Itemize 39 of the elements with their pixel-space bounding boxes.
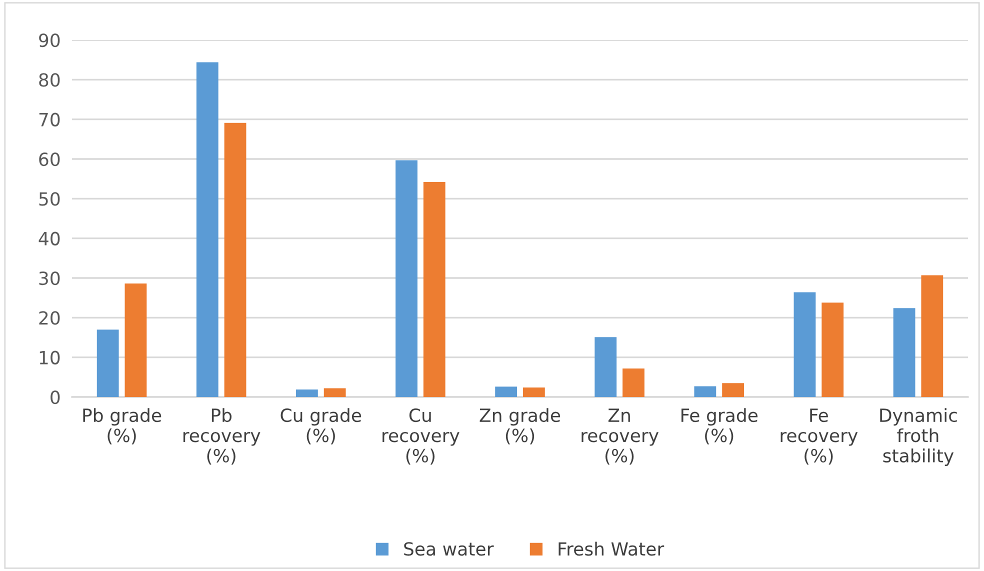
bar: [423, 182, 446, 397]
x-tick-label: Pb grade (%): [83, 408, 162, 444]
legend-label: Fresh Water: [558, 542, 664, 556]
x-tick-label: Dynamic froth stability: [880, 408, 957, 466]
y-tick-label: 30: [39, 271, 60, 286]
bar: [694, 386, 716, 397]
bar: [921, 275, 944, 397]
x-tick-label: Cu grade (%): [280, 408, 362, 444]
bar: [495, 386, 518, 397]
bar: [794, 292, 816, 397]
x-tick-label: Fe grade (%): [682, 408, 758, 444]
bar: [196, 62, 218, 397]
y-tick-label: 50: [39, 192, 60, 206]
y-tick-label: 60: [39, 152, 60, 166]
bar: [396, 160, 418, 397]
y-tick-label: 90: [39, 33, 60, 48]
bar: [722, 383, 744, 397]
bar: [324, 388, 346, 397]
bar: [522, 387, 545, 397]
bar: [96, 330, 119, 397]
y-tick-label: 0: [50, 390, 60, 404]
bar: [594, 337, 617, 397]
y-tick-label: 10: [40, 350, 60, 364]
bar: [622, 368, 644, 397]
x-tick-label: Pb recovery (%): [183, 408, 260, 465]
bar: [224, 122, 246, 397]
bar: [124, 284, 147, 397]
bar: [893, 308, 916, 397]
legend-label: Sea water: [404, 542, 494, 556]
y-tick-label: 70: [39, 112, 60, 126]
x-tick-label: Cu recovery (%): [382, 408, 460, 465]
y-tick-label: 20: [39, 311, 60, 325]
y-tick-label: 40: [38, 232, 60, 246]
y-tick-label: 80: [39, 73, 60, 87]
x-tick-label: Zn grade (%): [480, 408, 560, 444]
x-tick-label: Zn recovery (%): [582, 408, 659, 465]
bar: [822, 302, 844, 397]
x-tick-label: Fe recovery (%): [780, 408, 858, 465]
bar: [296, 389, 318, 397]
